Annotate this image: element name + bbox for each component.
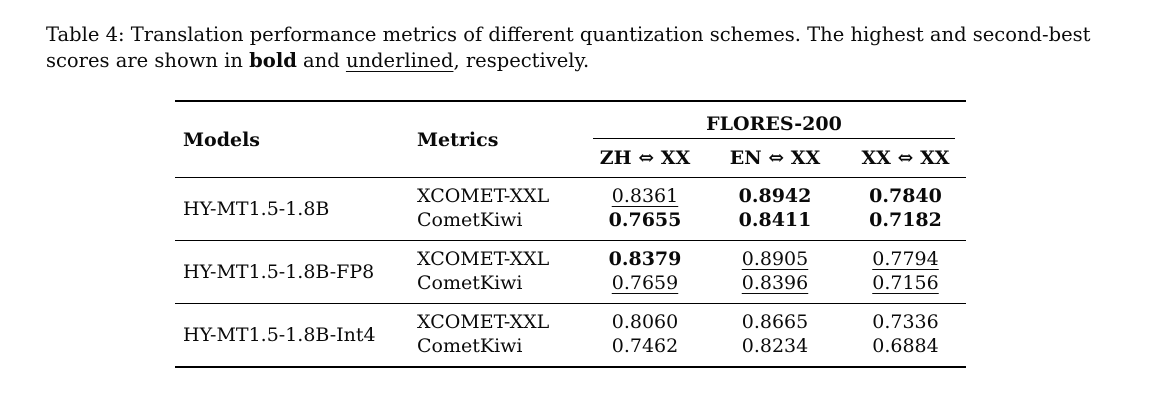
score-cell: 0.8665 <box>741 311 809 333</box>
score-cell: 0.7794 <box>872 248 939 270</box>
score-cell: 0.8396 <box>741 272 809 294</box>
score-cell: 0.7659 <box>611 272 679 294</box>
table-row: CometKiwi 0.7462 0.8234 0.6884 <box>175 334 966 367</box>
col-header-zh-xx: ZH ⇔ XX <box>585 139 705 178</box>
metric-name: XCOMET-XXL <box>417 311 550 333</box>
score-cell: 0.8411 <box>738 209 812 231</box>
score-cell: 0.7336 <box>872 311 939 333</box>
model-group-hy-mt1.5-1.8b-int4: HY-MT1.5-1.8B-Int4 XCOMET-XXL 0.8060 0.8… <box>175 303 966 368</box>
caption-underlined-word: underlined <box>345 49 454 72</box>
score-cell: 0.8905 <box>741 248 809 270</box>
score-cell: 0.8942 <box>738 185 812 207</box>
col-header-models: Models <box>175 101 409 178</box>
table-caption: Table 4: Translation performance metrics… <box>46 22 1136 74</box>
score-cell: 0.7655 <box>608 209 682 231</box>
score-cell: 0.8379 <box>608 248 682 270</box>
model-name: HY-MT1.5-1.8B-Int4 <box>183 324 376 346</box>
table-row: HY-MT1.5-1.8B XCOMET-XXL 0.8361 0.8942 0… <box>175 178 966 220</box>
caption-line2-seg2: and <box>296 49 346 72</box>
col-header-metrics: Metrics <box>409 101 585 178</box>
metric-name: XCOMET-XXL <box>417 185 550 207</box>
table-row: CometKiwi 0.7659 0.8396 0.7156 <box>175 271 966 304</box>
model-name: HY-MT1.5-1.8B <box>183 198 330 220</box>
model-group-hy-mt1.5-1.8b: HY-MT1.5-1.8B XCOMET-XXL 0.8361 0.8942 0… <box>175 178 966 241</box>
score-cell: 0.7182 <box>869 209 942 231</box>
col-header-en-xx: EN ⇔ XX <box>705 139 845 178</box>
metric-name: CometKiwi <box>417 272 523 294</box>
metric-name: XCOMET-XXL <box>417 248 550 270</box>
model-group-hy-mt1.5-1.8b-fp8: HY-MT1.5-1.8B-FP8 XCOMET-XXL 0.8379 0.89… <box>175 240 966 304</box>
flores200-label: FLORES-200 <box>593 113 955 139</box>
score-cell: 0.6884 <box>872 335 939 357</box>
metric-name: CometKiwi <box>417 209 523 231</box>
score-cell: 0.8060 <box>611 311 679 333</box>
score-cell: 0.8234 <box>741 335 809 357</box>
caption-line2-seg4: , respectively. <box>453 49 590 72</box>
table-row: CometKiwi 0.7655 0.8411 0.7182 <box>175 208 966 241</box>
col-group-header-flores200: FLORES-200 <box>585 101 966 139</box>
table-row: HY-MT1.5-1.8B-Int4 XCOMET-XXL 0.8060 0.8… <box>175 304 966 346</box>
results-table-container: Models Metrics FLORES-200 ZH ⇔ XX EN ⇔ X… <box>175 100 966 368</box>
header-row-top: Models Metrics FLORES-200 <box>175 101 966 178</box>
results-table: Models Metrics FLORES-200 ZH ⇔ XX EN ⇔ X… <box>175 100 966 368</box>
col-header-xx-xx: XX ⇔ XX <box>845 139 966 178</box>
score-cell: 0.7156 <box>872 272 939 294</box>
caption-bold-word: bold <box>249 49 297 72</box>
score-cell: 0.7840 <box>869 185 942 207</box>
table-row: HY-MT1.5-1.8B-FP8 XCOMET-XXL 0.8379 0.89… <box>175 241 966 283</box>
score-cell: 0.8361 <box>611 185 679 207</box>
table-header: Models Metrics FLORES-200 ZH ⇔ XX EN ⇔ X… <box>175 101 966 178</box>
model-name: HY-MT1.5-1.8B-FP8 <box>183 261 375 283</box>
metric-name: CometKiwi <box>417 335 523 357</box>
caption-line2-seg0: scores are shown in <box>46 49 250 72</box>
header-row-sub: ZH ⇔ XX EN ⇔ XX XX ⇔ XX <box>175 139 966 178</box>
caption-line1: Table 4: Translation performance metrics… <box>46 23 1091 46</box>
score-cell: 0.7462 <box>611 335 679 357</box>
